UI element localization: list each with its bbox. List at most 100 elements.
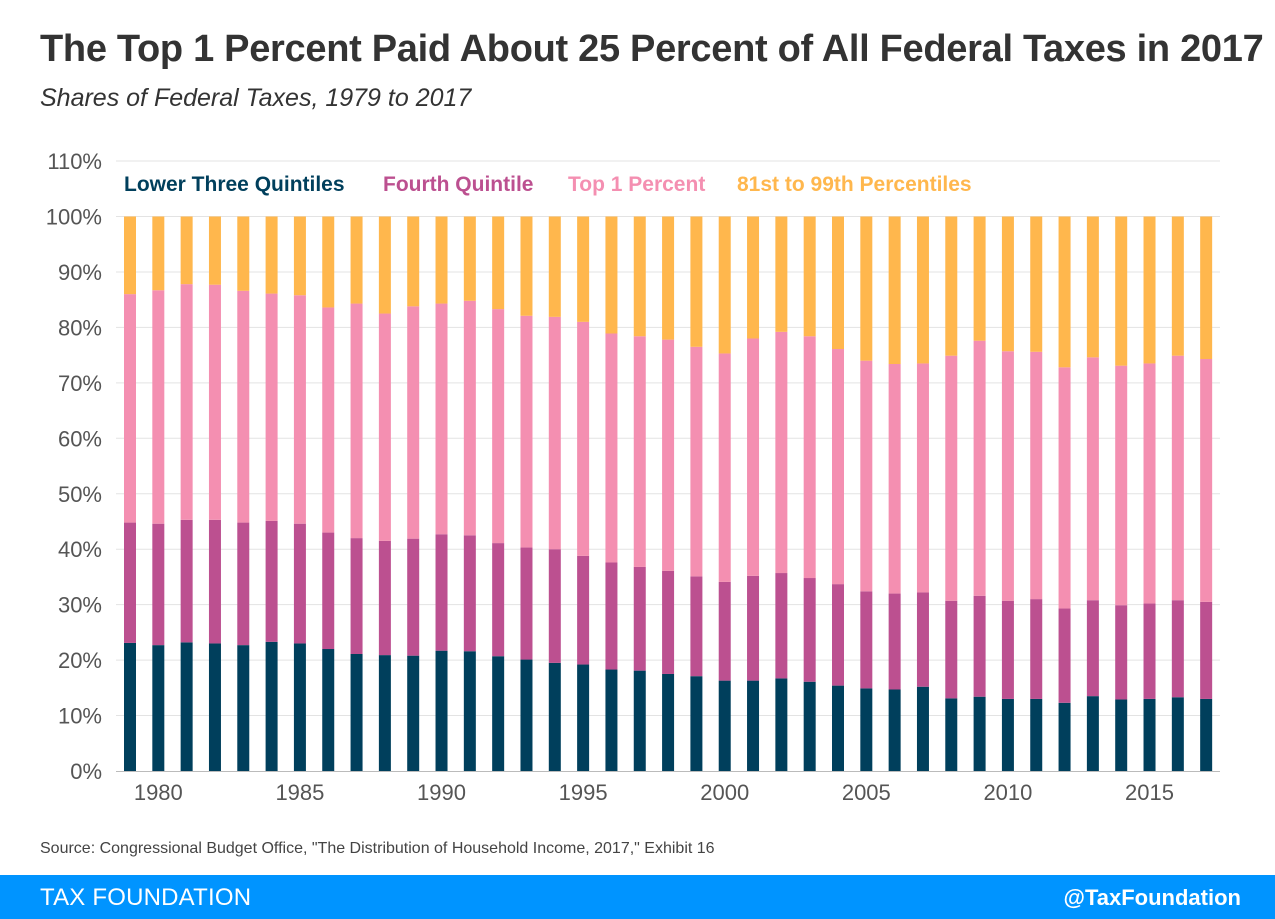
bar-segment-2-2011 bbox=[1030, 351, 1043, 600]
bar-segment-2-2006 bbox=[888, 364, 901, 594]
x-tick-label: 2015 bbox=[1125, 780, 1174, 805]
bar-segment-1-1981 bbox=[180, 519, 193, 643]
bar-segment-3-1989 bbox=[407, 216, 420, 307]
bar-segment-2-2014 bbox=[1115, 365, 1128, 606]
bar-segment-0-2009 bbox=[973, 696, 986, 771]
bar-segment-0-1997 bbox=[633, 670, 646, 771]
bar-segment-2-2009 bbox=[973, 340, 986, 596]
bar-segment-2-2000 bbox=[718, 353, 731, 582]
bar-segment-1-2002 bbox=[775, 573, 788, 679]
y-tick-label: 80% bbox=[58, 315, 102, 340]
bar-segment-3-1987 bbox=[350, 216, 363, 304]
bar-segment-2-1991 bbox=[463, 300, 476, 536]
bar-segment-2-1982 bbox=[208, 284, 221, 520]
bar-segment-1-2001 bbox=[747, 575, 760, 681]
x-tick-label: 1990 bbox=[417, 780, 466, 805]
bar-segment-1-2004 bbox=[832, 584, 844, 686]
bar-segment-0-1983 bbox=[237, 645, 250, 771]
y-tick-label: 100% bbox=[46, 205, 102, 230]
x-axis-ticks: 1980 1985 1990 1995 2000 2005 2010 2015 bbox=[134, 780, 1174, 805]
bar-segment-1-1980 bbox=[152, 523, 165, 646]
bar-segment-2-2004 bbox=[832, 349, 844, 585]
bar-segment-0-2007 bbox=[916, 686, 929, 771]
bar-segment-2-1987 bbox=[350, 303, 363, 539]
bar-segment-2-2015 bbox=[1143, 363, 1156, 604]
bar-segment-1-2000 bbox=[718, 581, 731, 681]
bar-segment-3-1990 bbox=[435, 216, 448, 304]
bar-segment-1-1994 bbox=[548, 549, 561, 663]
bar-segment-0-2015 bbox=[1143, 698, 1156, 771]
bar-segment-1-1983 bbox=[237, 522, 250, 646]
bar-segment-2-1992 bbox=[492, 309, 505, 544]
bar-segment-0-2017 bbox=[1200, 698, 1213, 771]
y-axis-ticks: 0% 10% 20% 30% 40% 50% 60% 70% 80% 90% 100% 110% bbox=[46, 149, 102, 784]
bar-segment-3-1988 bbox=[378, 216, 391, 314]
bar-segment-2-1994 bbox=[548, 316, 561, 550]
bar-segment-1-1993 bbox=[520, 547, 533, 660]
bar-segment-0-2010 bbox=[1001, 698, 1014, 771]
footer-brand: TAX FOUNDATION bbox=[40, 884, 252, 911]
bar-segment-0-1979 bbox=[124, 642, 136, 771]
bar-segment-3-2008 bbox=[945, 216, 958, 356]
bar-segment-2-2007 bbox=[916, 363, 929, 593]
bar-segment-0-2012 bbox=[1058, 702, 1071, 771]
bar-segment-3-2001 bbox=[747, 216, 760, 339]
bar-segment-3-2016 bbox=[1171, 216, 1184, 356]
bar-segment-1-1996 bbox=[605, 562, 618, 670]
bar-segment-1-2008 bbox=[945, 600, 958, 699]
bar-segment-0-1985 bbox=[293, 643, 306, 771]
legend-item-2: Top 1 Percent bbox=[568, 173, 705, 196]
bar-segment-3-1996 bbox=[605, 216, 618, 334]
y-tick-label: 90% bbox=[58, 260, 102, 285]
bar-segment-3-2009 bbox=[973, 216, 986, 341]
bar-segment-2-1988 bbox=[378, 313, 391, 541]
bar-segment-2-1983 bbox=[237, 290, 250, 523]
bar-segment-3-1998 bbox=[662, 216, 675, 340]
bar-segment-3-1993 bbox=[520, 216, 533, 316]
bar-segment-2-2017 bbox=[1200, 359, 1213, 602]
bar-segment-1-1985 bbox=[293, 523, 306, 644]
bar-segment-1-1979 bbox=[124, 522, 136, 643]
bar-segment-2-1979 bbox=[124, 294, 136, 523]
bar-segment-1-1997 bbox=[633, 566, 646, 671]
bar-segment-0-1982 bbox=[208, 643, 221, 771]
bar-segment-0-1994 bbox=[548, 662, 561, 771]
bar-segment-3-2000 bbox=[718, 216, 731, 354]
bar-segment-0-1991 bbox=[463, 651, 476, 771]
bar-segment-3-2014 bbox=[1115, 216, 1128, 366]
bar-segment-1-2017 bbox=[1200, 601, 1213, 699]
bar-segment-0-2014 bbox=[1115, 699, 1128, 771]
bar-segment-2-2016 bbox=[1171, 355, 1184, 601]
bar-segment-1-2013 bbox=[1086, 600, 1099, 697]
bar-segment-3-1979 bbox=[124, 216, 136, 295]
bar-segment-3-2007 bbox=[916, 216, 929, 364]
bar-segment-3-1981 bbox=[180, 216, 193, 285]
bar-segment-3-2004 bbox=[832, 216, 844, 350]
source-note: Source: Congressional Budget Office, "Th… bbox=[40, 840, 715, 857]
legend-item-3: 81st to 99th Percentiles bbox=[737, 173, 972, 196]
bar-segment-3-1980 bbox=[152, 216, 165, 291]
bar-segment-2-1985 bbox=[293, 295, 306, 524]
bar-segment-3-2005 bbox=[860, 216, 873, 361]
bar-segment-3-1992 bbox=[492, 216, 505, 310]
bar-segment-2-1986 bbox=[322, 307, 335, 533]
bar-segment-0-2003 bbox=[803, 681, 816, 771]
bar-segment-1-1998 bbox=[662, 570, 675, 674]
bar-segment-3-1999 bbox=[690, 216, 703, 347]
bar-segment-0-1989 bbox=[407, 655, 420, 771]
y-tick-label: 0% bbox=[70, 759, 102, 784]
bar-segment-0-1984 bbox=[265, 641, 278, 771]
bar-segment-0-2008 bbox=[945, 698, 958, 771]
bar-segment-0-1998 bbox=[662, 673, 675, 771]
bar-segment-1-1988 bbox=[378, 540, 391, 656]
x-tick-label: 1980 bbox=[134, 780, 183, 805]
y-tick-label: 70% bbox=[58, 371, 102, 396]
bar-segment-0-1990 bbox=[435, 650, 448, 771]
bar-segment-2-2008 bbox=[945, 355, 958, 601]
stacked-bar-chart: 0% 10% 20% 30% 40% 50% 60% 70% 80% 90% 100% 110% 19… bbox=[46, 149, 1220, 805]
bar-segment-3-1986 bbox=[322, 216, 335, 308]
bar-segment-1-1982 bbox=[208, 519, 221, 644]
legend: Lower Three Quintiles Fourth Quintile Top … bbox=[124, 173, 972, 196]
bar-segment-0-1995 bbox=[577, 664, 590, 771]
bar-segment-2-2001 bbox=[747, 338, 760, 576]
